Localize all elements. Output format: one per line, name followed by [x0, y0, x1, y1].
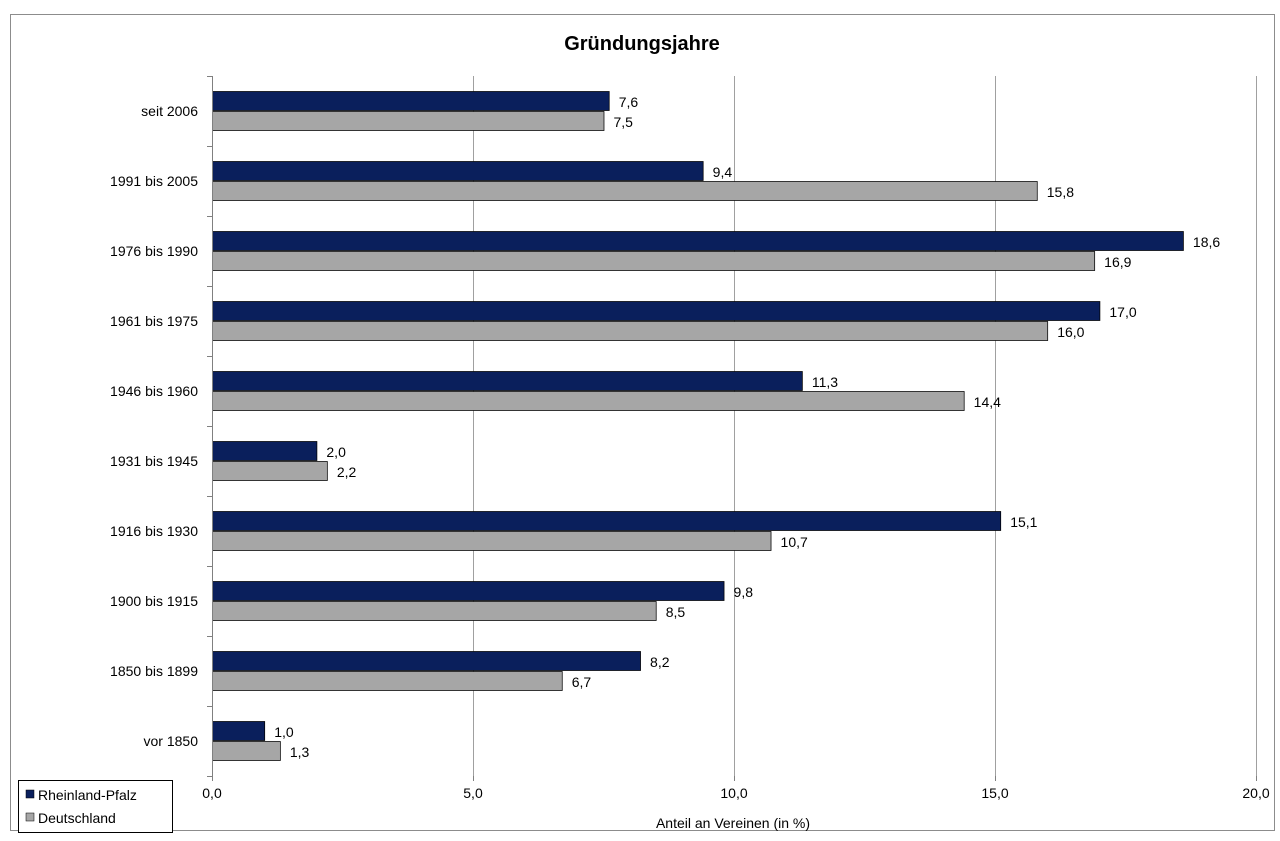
data-label: 9,4 [713, 164, 733, 180]
bar-deutschland [212, 531, 772, 551]
data-label: 6,7 [572, 674, 592, 690]
data-label: 2,2 [337, 464, 357, 480]
x-tick-label: 20,0 [1242, 785, 1269, 801]
bar-deutschland [212, 461, 328, 481]
legend-box [18, 780, 173, 833]
chart-title: Gründungsjahre [564, 33, 720, 55]
bar-deutschland [212, 601, 657, 621]
category-label: vor 1850 [144, 733, 199, 749]
data-label: 2,0 [326, 444, 346, 460]
data-label: 16,0 [1057, 324, 1084, 340]
x-axis-title: Anteil an Vereinen (in %) [656, 815, 810, 831]
data-label: 1,0 [274, 724, 294, 740]
data-label: 15,1 [1010, 514, 1037, 530]
data-label: 14,4 [974, 394, 1001, 410]
data-label: 11,3 [812, 374, 838, 390]
data-label: 17,0 [1109, 304, 1136, 320]
data-label: 7,5 [614, 114, 634, 130]
category-label: 1931 bis 1945 [110, 453, 198, 469]
bar-rheinland-pfalz [212, 161, 704, 181]
data-label: 18,6 [1193, 234, 1220, 250]
bar-deutschland [212, 671, 563, 691]
data-label: 16,9 [1104, 254, 1131, 270]
legend-swatch-rheinland-pfalz [25, 789, 35, 799]
bars: 7,6 7,5 9,4 15,8 18,6 16,9 17,0 16,0 11,3 14,4 2,0… [212, 91, 1220, 761]
bar-deutschland [212, 391, 965, 411]
legend-swatch-deutschland [25, 812, 35, 822]
legend: Rheinland-Pfalz Deutschland [18, 780, 173, 833]
data-label: 15,8 [1047, 184, 1074, 200]
category-label: seit 2006 [141, 103, 198, 119]
category-label: 1900 bis 1915 [110, 593, 198, 609]
bar-rheinland-pfalz [212, 371, 803, 391]
category-label: 1946 bis 1960 [110, 383, 198, 399]
data-label: 1,3 [290, 744, 310, 760]
data-label: 9,8 [734, 584, 754, 600]
x-tick-label: 10,0 [720, 785, 747, 801]
x-tick-label: 0,0 [202, 785, 222, 801]
bar-deutschland [212, 321, 1049, 341]
category-label: 1991 bis 2005 [110, 173, 198, 189]
bar-deutschland [212, 111, 605, 131]
category-label: 1961 bis 1975 [110, 313, 198, 329]
bar-rheinland-pfalz [212, 721, 266, 741]
x-tick-label: 5,0 [463, 785, 483, 801]
category-label: 1976 bis 1990 [110, 243, 198, 259]
data-label: 7,6 [619, 94, 639, 110]
bar-rheinland-pfalz [212, 91, 610, 111]
bar-rheinland-pfalz [212, 231, 1184, 251]
legend-label-deutschland: Deutschland [38, 810, 116, 826]
bar-deutschland [212, 741, 281, 761]
bar-rheinland-pfalz [212, 581, 725, 601]
bar-rheinland-pfalz [212, 511, 1002, 531]
bar-rheinland-pfalz [212, 301, 1101, 321]
bar-rheinland-pfalz [212, 651, 641, 671]
bar-deutschland [212, 181, 1038, 201]
axes: 0,0 5,0 10,0 15,0 20,0 seit 2006 1991 bis 2005… [110, 76, 1270, 801]
x-tick-label: 15,0 [981, 785, 1008, 801]
bar-deutschland [212, 251, 1096, 271]
data-label: 8,2 [650, 654, 670, 670]
data-label: 8,5 [666, 604, 686, 620]
category-label: 1850 bis 1899 [110, 663, 198, 679]
bar-rheinland-pfalz [212, 441, 318, 461]
category-label: 1916 bis 1930 [110, 523, 198, 539]
legend-label-rheinland-pfalz: Rheinland-Pfalz [38, 787, 137, 803]
data-label: 10,7 [781, 534, 808, 550]
chart-border [10, 14, 1275, 831]
